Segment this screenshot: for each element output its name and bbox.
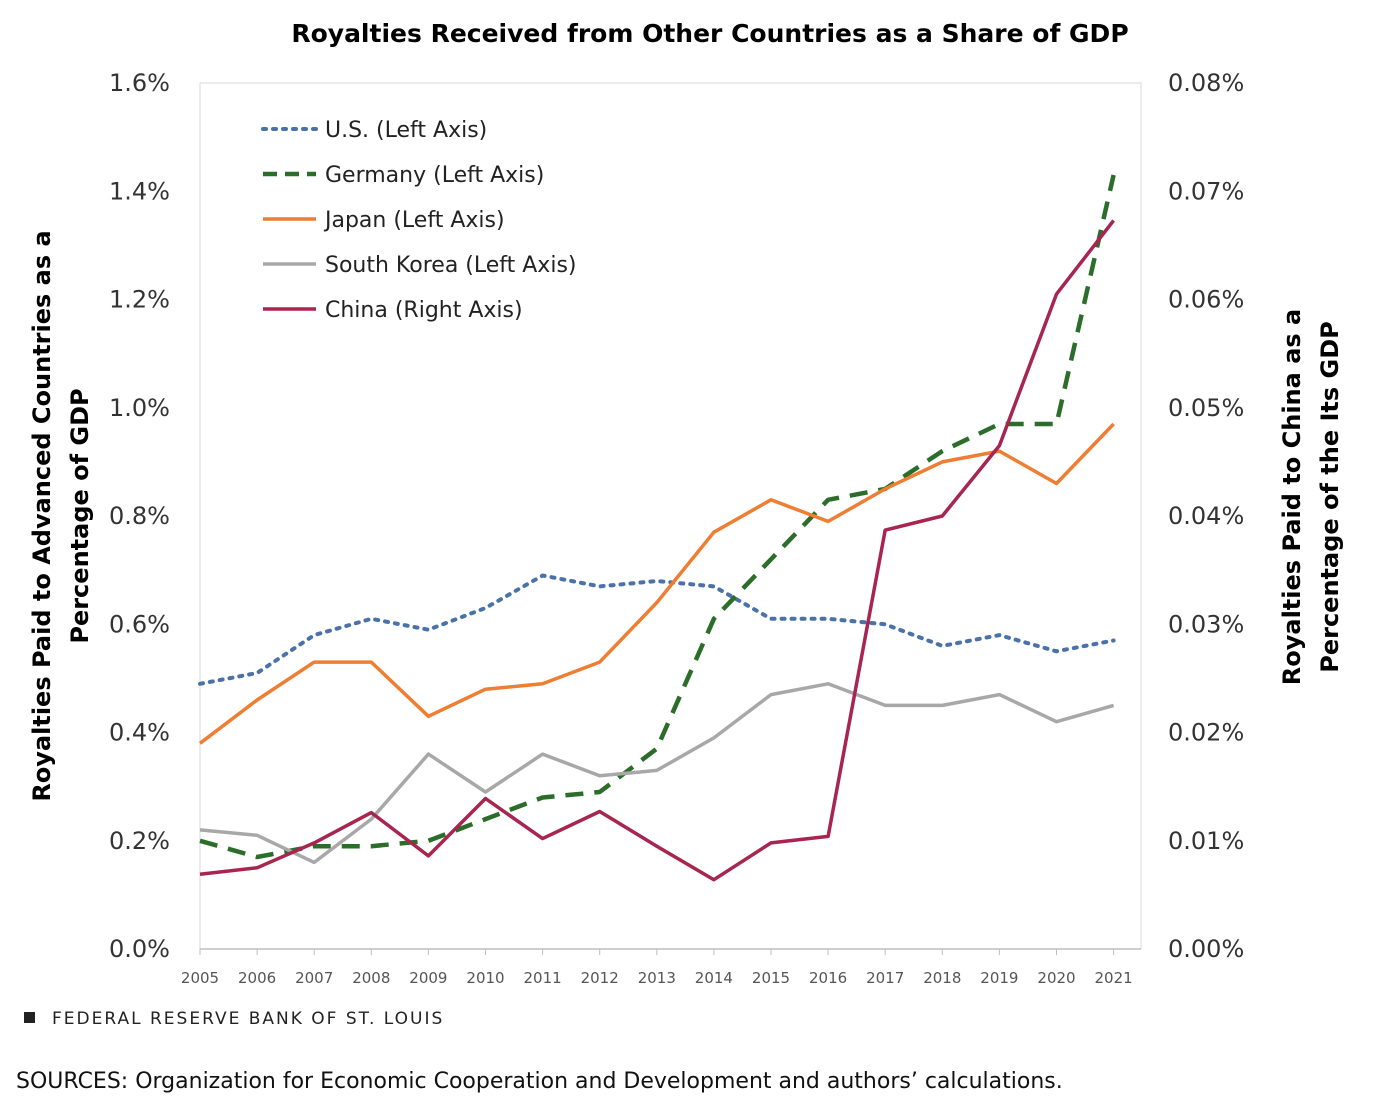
x-tick-label: 2015	[752, 969, 790, 987]
sources-note: SOURCES: Organization for Economic Coope…	[16, 1069, 1063, 1094]
y2-tick-label: 0.01%	[1168, 827, 1244, 855]
axes: 0.0% 0.2% 0.4% 0.6% 0.8% 1.0% 1.2% 1.4% 1.6% 0.00…	[28, 69, 1344, 987]
y-tick-label: 0.2%	[109, 827, 170, 855]
series-line-south	[199, 682, 1115, 865]
y-tick-label: 0.6%	[109, 610, 170, 638]
x-tick-label: 2017	[866, 969, 904, 987]
chart-title: Royalties Received from Other Countries …	[291, 19, 1128, 48]
x-tick-label: 2018	[923, 969, 961, 987]
y2-tick-label: 0.02%	[1168, 719, 1244, 747]
y2-tick-label: 0.04%	[1168, 502, 1244, 530]
y2-tick-label: 0.08%	[1168, 69, 1244, 97]
y-axis-label-line: Percentage of GDP	[66, 388, 94, 643]
legend-label: Germany (Left Axis)	[325, 163, 544, 188]
brand-label: FEDERAL RESERVE BANK OF ST. LOUIS	[52, 1009, 444, 1029]
y2-tick-label: 0.03%	[1168, 610, 1244, 638]
x-tick-label: 2016	[809, 969, 847, 987]
x-tick-label: 2014	[695, 969, 733, 987]
x-tick-label: 2009	[409, 969, 447, 987]
legend-label: Japan (Left Axis)	[323, 208, 505, 233]
y-tick-label: 1.2%	[109, 286, 170, 314]
x-tick-label: 2010	[466, 969, 504, 987]
brand-square-icon	[24, 1012, 35, 1023]
y-tick-label: 1.4%	[109, 177, 170, 205]
y2-tick-label: 0.05%	[1168, 394, 1244, 422]
x-tick-label: 2008	[352, 969, 390, 987]
x-tick-label: 2006	[238, 969, 276, 987]
legend-label: China (Right Axis)	[325, 298, 523, 323]
x-tick-label: 2019	[980, 969, 1018, 987]
y-tick-label: 1.0%	[109, 394, 170, 422]
x-tick-label: 2007	[295, 969, 333, 987]
series-line-us	[198, 573, 1116, 686]
y2-axis-label-line: Royalties Paid to China as a	[1278, 309, 1306, 685]
x-tick-label: 2020	[1037, 969, 1075, 987]
series-layer	[198, 174, 1116, 882]
legend: U.S. (Left Axis) Germany (Left Axis) Japan…	[261, 118, 577, 323]
x-tick-label: 2012	[581, 969, 619, 987]
y-tick-label: 1.6%	[109, 69, 170, 97]
x-tick-label: 2013	[638, 969, 676, 987]
y2-tick-label: 0.07%	[1168, 177, 1244, 205]
y2-axis-label-line: Percentage of the Its GDP	[1316, 321, 1344, 673]
y2-tick-label: 0.06%	[1168, 286, 1244, 314]
series-line-germany	[199, 174, 1116, 860]
x-tick-label: 2005	[181, 969, 219, 987]
y2-axis-label: Royalties Paid to China as a Percentage o…	[1278, 309, 1344, 685]
x-tick-label: 2021	[1095, 969, 1133, 987]
series-line-china	[199, 219, 1115, 882]
y-axis-label: Royalties Paid to Advanced Countries as …	[28, 230, 94, 801]
legend-label: U.S. (Left Axis)	[325, 118, 487, 143]
series-line-japan	[198, 422, 1115, 745]
y2-tick-label: 0.00%	[1168, 935, 1244, 963]
legend-label: South Korea (Left Axis)	[325, 253, 577, 278]
y-axis-label-line: Royalties Paid to Advanced Countries as …	[28, 230, 56, 801]
y-tick-label: 0.0%	[109, 935, 170, 963]
x-tick-label: 2011	[524, 969, 562, 987]
y-tick-label: 0.4%	[109, 719, 170, 747]
footer: FEDERAL RESERVE BANK OF ST. LOUIS SOURCE…	[16, 1009, 1063, 1094]
y-tick-label: 0.8%	[109, 502, 170, 530]
